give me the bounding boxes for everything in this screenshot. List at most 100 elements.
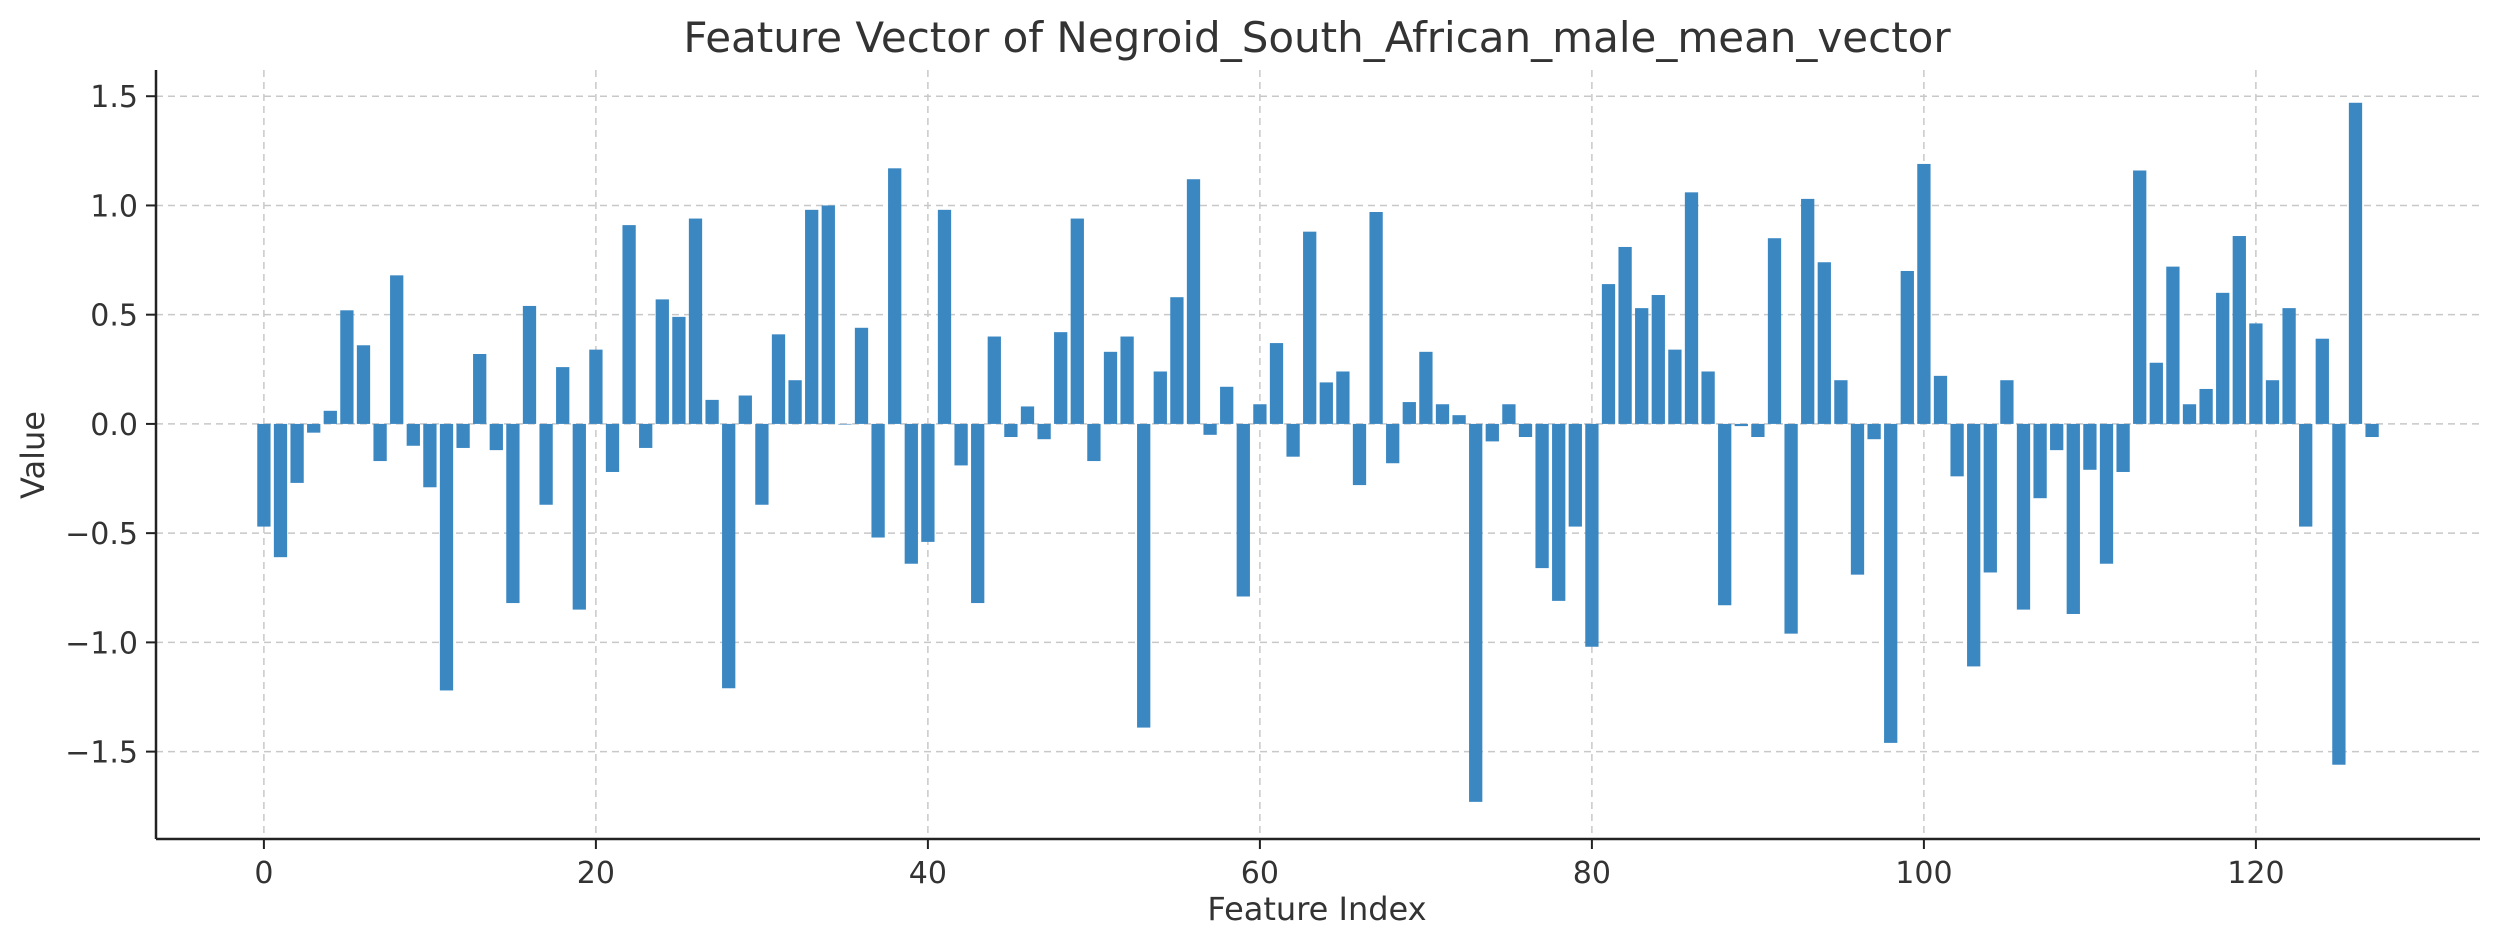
bar	[1535, 423, 1549, 569]
bar	[2348, 102, 2363, 424]
bar	[805, 209, 819, 424]
bar	[1950, 423, 1964, 477]
bar	[1303, 231, 1317, 424]
bar	[987, 336, 1001, 424]
bar	[539, 423, 553, 505]
bar	[1751, 423, 1765, 438]
bar	[423, 423, 437, 488]
y-tick-label: 0.0	[90, 408, 138, 443]
bar	[1087, 423, 1101, 462]
bar	[1469, 423, 1483, 802]
bar	[755, 423, 769, 505]
bar	[888, 168, 902, 424]
bar	[1867, 423, 1881, 440]
bar	[522, 305, 537, 424]
bar	[373, 423, 387, 462]
bar	[273, 423, 288, 558]
bar	[1884, 423, 1898, 743]
bar	[1585, 423, 1599, 647]
bar	[722, 423, 736, 689]
bar	[257, 423, 271, 527]
bar	[2016, 423, 2031, 610]
bar	[1054, 332, 1068, 424]
bar	[1402, 402, 1416, 424]
bar	[1070, 218, 1084, 424]
bar	[1701, 371, 1715, 424]
bar	[2116, 423, 2130, 472]
bar	[1037, 423, 1051, 440]
x-tick-label: 40	[909, 856, 947, 891]
bar	[572, 423, 586, 610]
bar	[1004, 423, 1018, 438]
x-tick-label: 100	[1895, 856, 1952, 891]
bar	[1834, 380, 1848, 424]
bar	[1336, 371, 1350, 424]
bar	[1137, 423, 1151, 728]
bar	[1900, 270, 1914, 424]
bar	[1120, 336, 1134, 424]
bar	[1236, 423, 1250, 597]
bar	[954, 423, 968, 466]
y-tick-label: 1.5	[90, 80, 138, 115]
x-ticks: 0 20 40 60 80 100 120	[254, 839, 2285, 891]
bar	[1568, 423, 1582, 527]
y-tick-label: −0.5	[65, 517, 138, 552]
x-axis-label: Feature Index	[1207, 890, 1426, 928]
bar	[589, 349, 603, 424]
bar	[2299, 423, 2313, 527]
bar	[1801, 198, 1815, 424]
bar	[1601, 284, 1616, 424]
bar	[788, 380, 802, 424]
bar	[854, 327, 869, 424]
bar	[1220, 386, 1234, 424]
bar	[2149, 362, 2163, 424]
bar	[1352, 423, 1367, 486]
bar	[1850, 423, 1865, 575]
bar	[2083, 423, 2097, 470]
bar	[2199, 388, 2213, 424]
bar	[2282, 308, 2296, 424]
bar	[1967, 423, 1981, 667]
y-tick-label: −1.0	[65, 626, 138, 661]
bar	[1020, 406, 1035, 424]
y-ticks: −1.5 −1.0 −0.5 0.0 0.5 1.0 1.5	[65, 80, 156, 771]
bar	[1784, 423, 1798, 634]
bar	[705, 399, 719, 424]
bar	[1286, 423, 1300, 457]
bar	[489, 423, 503, 451]
bar	[2099, 423, 2114, 564]
bar	[1452, 415, 1466, 424]
bar	[838, 423, 852, 425]
bar	[1518, 423, 1533, 438]
bar	[821, 205, 835, 424]
bar	[506, 423, 520, 604]
bar	[1635, 308, 1649, 424]
bar	[1369, 212, 1383, 424]
bar	[738, 395, 752, 424]
bar	[1103, 351, 1118, 424]
bar	[2133, 170, 2147, 424]
x-tick-label: 60	[1241, 856, 1279, 891]
bar	[639, 423, 653, 448]
bar	[290, 423, 304, 483]
bar	[2265, 380, 2280, 424]
bar	[556, 367, 570, 424]
y-tick-label: 0.5	[90, 299, 138, 334]
bar	[655, 299, 669, 424]
chart-title: Feature Vector of Negroid_South_African_…	[683, 13, 1951, 62]
grid-lines	[156, 70, 2480, 839]
bar	[688, 218, 703, 424]
bars	[257, 102, 2379, 802]
bar	[2216, 292, 2230, 424]
bar	[921, 423, 935, 542]
bar	[937, 209, 952, 424]
x-tick-label: 20	[577, 856, 615, 891]
bar	[771, 334, 786, 424]
bar	[390, 275, 404, 424]
bar	[1618, 246, 1632, 424]
x-tick-label: 0	[254, 856, 273, 891]
bar	[1435, 404, 1450, 424]
bar	[605, 423, 620, 472]
bar	[1817, 262, 1831, 424]
